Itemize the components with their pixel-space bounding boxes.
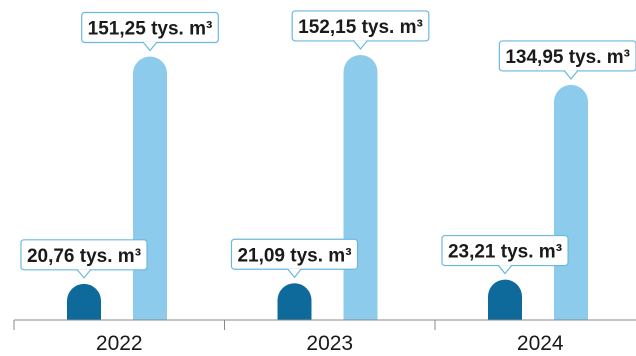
data-label-series2-2024: 134,95 tys. m³ — [505, 47, 630, 68]
callout-pointer-series2-2024 — [563, 70, 579, 80]
x-tick-label-2023: 2023 — [306, 332, 353, 355]
data-label-series1-2024: 23,21 tys. m³ — [448, 242, 562, 263]
bar-series2-2023 — [343, 54, 378, 320]
x-axis: 2022 2023 2024 — [13, 319, 636, 355]
data-label-series1-2022: 20,76 tys. m³ — [27, 246, 141, 267]
data-label-series2-2023: 152,15 tys. m³ — [298, 17, 423, 38]
data-label-series2-2022: 151,25 tys. m³ — [88, 19, 213, 40]
bar-series2-2022 — [133, 56, 167, 321]
callout-pointer-series1-2024 — [497, 264, 513, 275]
bar-series1-2024 — [488, 279, 522, 320]
callout-pointer-series1-2023 — [287, 268, 302, 279]
callout-pointer-series2-2023 — [353, 40, 368, 50]
bar-series1-2023 — [277, 283, 312, 320]
callout-pointer-series2-2022 — [142, 41, 158, 52]
bars-layer — [67, 54, 588, 321]
x-tick-label-2024: 2024 — [517, 332, 564, 355]
callouts-layer: 20,76 tys. m³ 151,25 tys. m³ 21,09 tys. m³… — [20, 10, 636, 279]
data-label-series1-2023: 21,09 tys. m³ — [237, 245, 351, 266]
callout-pointer-series1-2022 — [76, 268, 92, 279]
bar-series1-2022 — [67, 283, 101, 320]
x-tick-label-2022: 2022 — [96, 332, 143, 355]
bar-series2-2024 — [554, 84, 588, 320]
